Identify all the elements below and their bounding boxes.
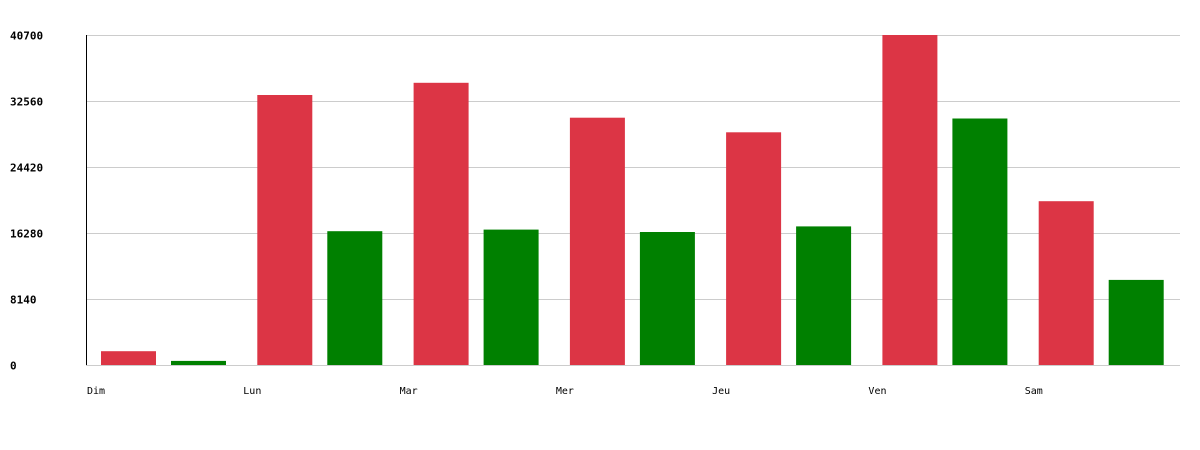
bar-mar-series-1 [413,82,469,366]
y-tick-label: 8140 [10,294,37,307]
bar-jeu-series-2 [796,226,852,365]
y-tick-label: 32560 [10,96,43,109]
bar-ven-series-2 [952,118,1008,365]
bar-jeu-series-1 [726,132,782,365]
x-tick-label-ven: Ven [868,386,886,397]
y-tick-label: 0 [10,360,17,373]
x-tick-label-lun: Lun [243,386,261,397]
bar-sam-series-2 [1108,279,1164,365]
grid-lines [86,35,1180,366]
bar-sam-series-1 [1038,201,1094,365]
y-tick-labels: 0 8140 16280 24420 32560 40700 [10,30,43,373]
bar-lun-series-2 [327,231,383,365]
bar-lun-series-1 [257,95,313,365]
y-tick-label: 16280 [10,228,43,241]
x-tick-labels: Dim Lun Mar Mer Jeu Ven Sam [87,386,1043,397]
bar-mar-series-2 [483,229,539,365]
bar-dim-series-1 [101,351,156,365]
x-tick-label-sam: Sam [1025,386,1043,397]
x-tick-label-dim: Dim [87,386,105,397]
x-tick-label-mer: Mer [556,386,574,397]
bars [101,35,1164,366]
y-tick-label: 24420 [10,162,43,175]
bar-ven-series-1 [882,35,938,365]
bar-mer-series-2 [639,232,695,365]
bar-dim-series-2 [171,360,226,365]
x-tick-label-mar: Mar [400,386,418,397]
x-tick-label-jeu: Jeu [712,386,730,397]
y-tick-label: 40700 [10,30,43,43]
bar-mer-series-1 [569,117,625,365]
